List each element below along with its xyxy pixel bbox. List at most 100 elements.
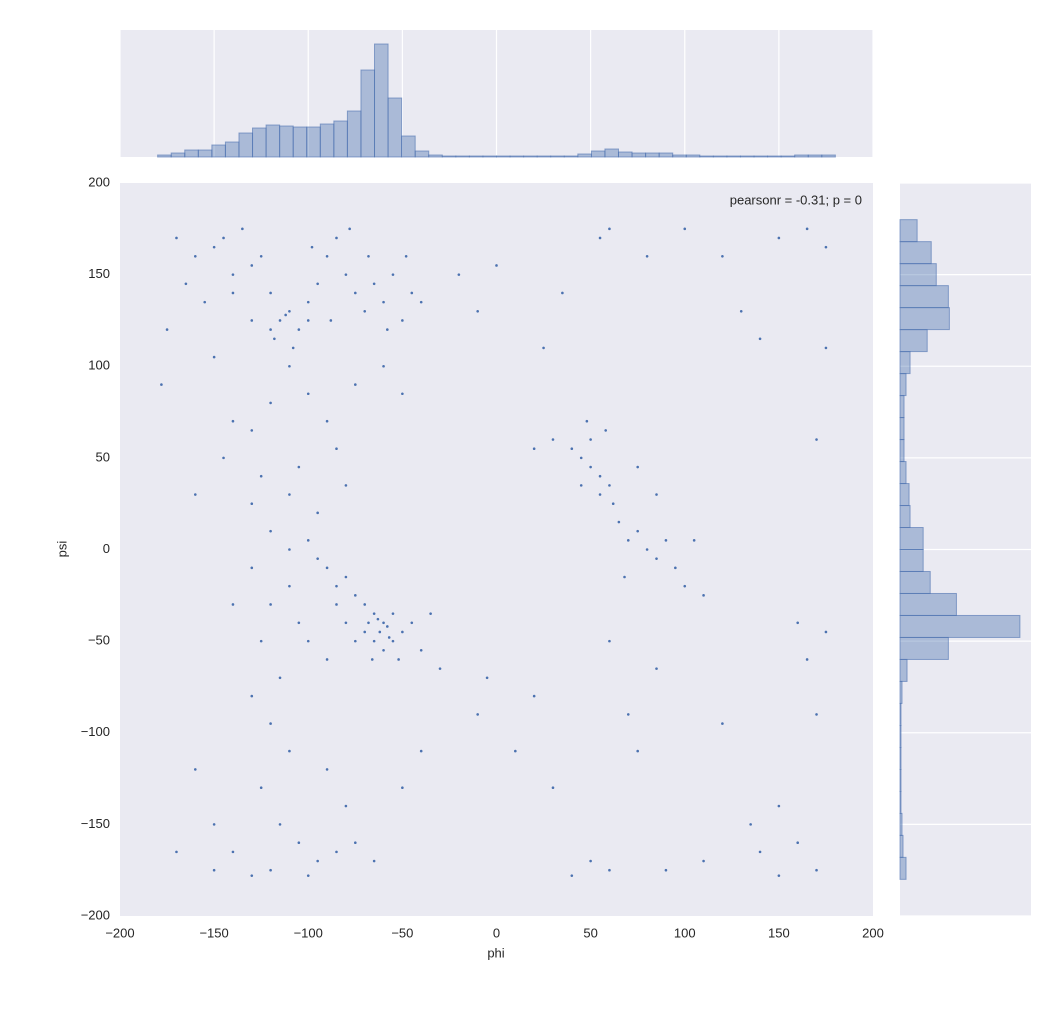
scatter-point <box>796 621 799 625</box>
scatter-point <box>401 786 404 790</box>
scatter-point <box>278 319 282 322</box>
y-tick-label: 50 <box>96 449 110 464</box>
histogram-bar <box>899 614 1021 638</box>
scatter-point <box>401 319 404 322</box>
scatter-point <box>370 658 374 661</box>
scatter-point <box>608 484 611 487</box>
histogram-bar <box>753 155 769 158</box>
scatter-point <box>376 617 380 621</box>
scatter-point <box>391 273 395 276</box>
scatter-point <box>344 273 348 276</box>
histogram-bar <box>899 263 937 287</box>
scatter-point <box>212 245 216 249</box>
x-tick-label: 200 <box>862 925 884 940</box>
scatter-point <box>297 621 301 625</box>
scatter-point <box>269 401 272 405</box>
scatter-point <box>316 557 319 560</box>
scatter-point <box>250 874 254 877</box>
histogram-bar <box>252 127 267 158</box>
scatter-point <box>269 529 272 533</box>
scatter-point <box>363 309 367 313</box>
histogram-bar <box>899 307 950 331</box>
scatter-point <box>297 328 301 331</box>
histogram-bar <box>899 373 907 397</box>
histogram-bar <box>238 132 254 158</box>
scatter-point <box>222 236 225 240</box>
histogram-bar <box>899 724 902 748</box>
histogram-bar <box>279 125 294 158</box>
scatter-point <box>291 346 295 350</box>
x-tick-label: −100 <box>294 925 323 940</box>
scatter-point <box>354 639 357 643</box>
scatter-point <box>354 594 357 597</box>
scatter-point <box>749 823 752 826</box>
scatter-point <box>777 874 781 877</box>
scatter-point <box>278 676 282 680</box>
scatter-point <box>438 667 442 670</box>
scatter-point <box>382 300 385 304</box>
histogram-bar <box>712 155 728 158</box>
scatter-point <box>231 273 235 276</box>
scatter-point <box>269 868 272 872</box>
histogram-bar <box>899 329 928 353</box>
histogram-bar <box>536 155 552 158</box>
scatter-point <box>354 841 357 844</box>
scatter-point <box>325 254 329 258</box>
scatter-point <box>514 749 517 753</box>
scatter-point <box>316 511 319 515</box>
scatter-point <box>250 502 254 505</box>
scatter-point <box>692 539 696 542</box>
histogram-bar <box>899 790 902 814</box>
scatter-point <box>476 713 479 716</box>
scatter-point <box>175 236 178 240</box>
scatter-point <box>551 438 555 441</box>
scatter-point <box>284 313 287 317</box>
scatter-point <box>608 227 611 231</box>
scatter-point <box>585 419 589 423</box>
scatter-point <box>655 557 658 560</box>
mark-layer <box>157 43 1021 880</box>
x-axis-label: phi <box>487 945 504 960</box>
scatter-point <box>419 300 423 304</box>
scatter-point <box>306 539 310 542</box>
scatter-point <box>410 291 414 295</box>
scatter-point <box>288 364 291 368</box>
scatter-point <box>325 658 329 661</box>
scatter-point <box>391 639 395 643</box>
scatter-point <box>608 868 611 872</box>
histogram-bar <box>387 97 403 158</box>
scatter-point <box>335 447 338 451</box>
scatter-point <box>288 584 291 588</box>
y-tick-label: −200 <box>81 907 110 922</box>
scatter-point <box>758 850 762 854</box>
y-tick-label: 100 <box>88 358 110 373</box>
histogram-bar <box>899 592 957 616</box>
scatter-point <box>335 236 338 240</box>
scatter-point <box>598 474 602 478</box>
scatter-point <box>194 768 197 771</box>
scatter-point <box>623 575 626 579</box>
scatter-point <box>645 254 649 258</box>
scatter-point <box>815 713 818 716</box>
scatter-point <box>796 841 799 844</box>
x-tick-label: −200 <box>105 925 134 940</box>
scatter-point <box>269 722 272 725</box>
scatter-point <box>175 850 178 854</box>
histogram-bar <box>590 150 606 158</box>
scatter-point <box>259 254 263 258</box>
histogram-bar <box>699 155 714 158</box>
y-tick-label: −50 <box>88 633 110 648</box>
scatter-point <box>212 823 216 826</box>
scatter-point <box>354 291 357 295</box>
scatter-point <box>344 484 348 487</box>
scatter-point <box>382 621 385 625</box>
histogram-bar <box>604 148 619 158</box>
scatter-point <box>589 438 592 441</box>
scatter-point <box>683 584 687 588</box>
y-tick-label: 150 <box>88 266 110 281</box>
histogram-bar <box>468 155 484 158</box>
histogram-bar <box>899 812 903 836</box>
histogram-bar <box>374 43 389 158</box>
grid-layer <box>119 30 1031 917</box>
histogram-bar <box>685 154 701 158</box>
